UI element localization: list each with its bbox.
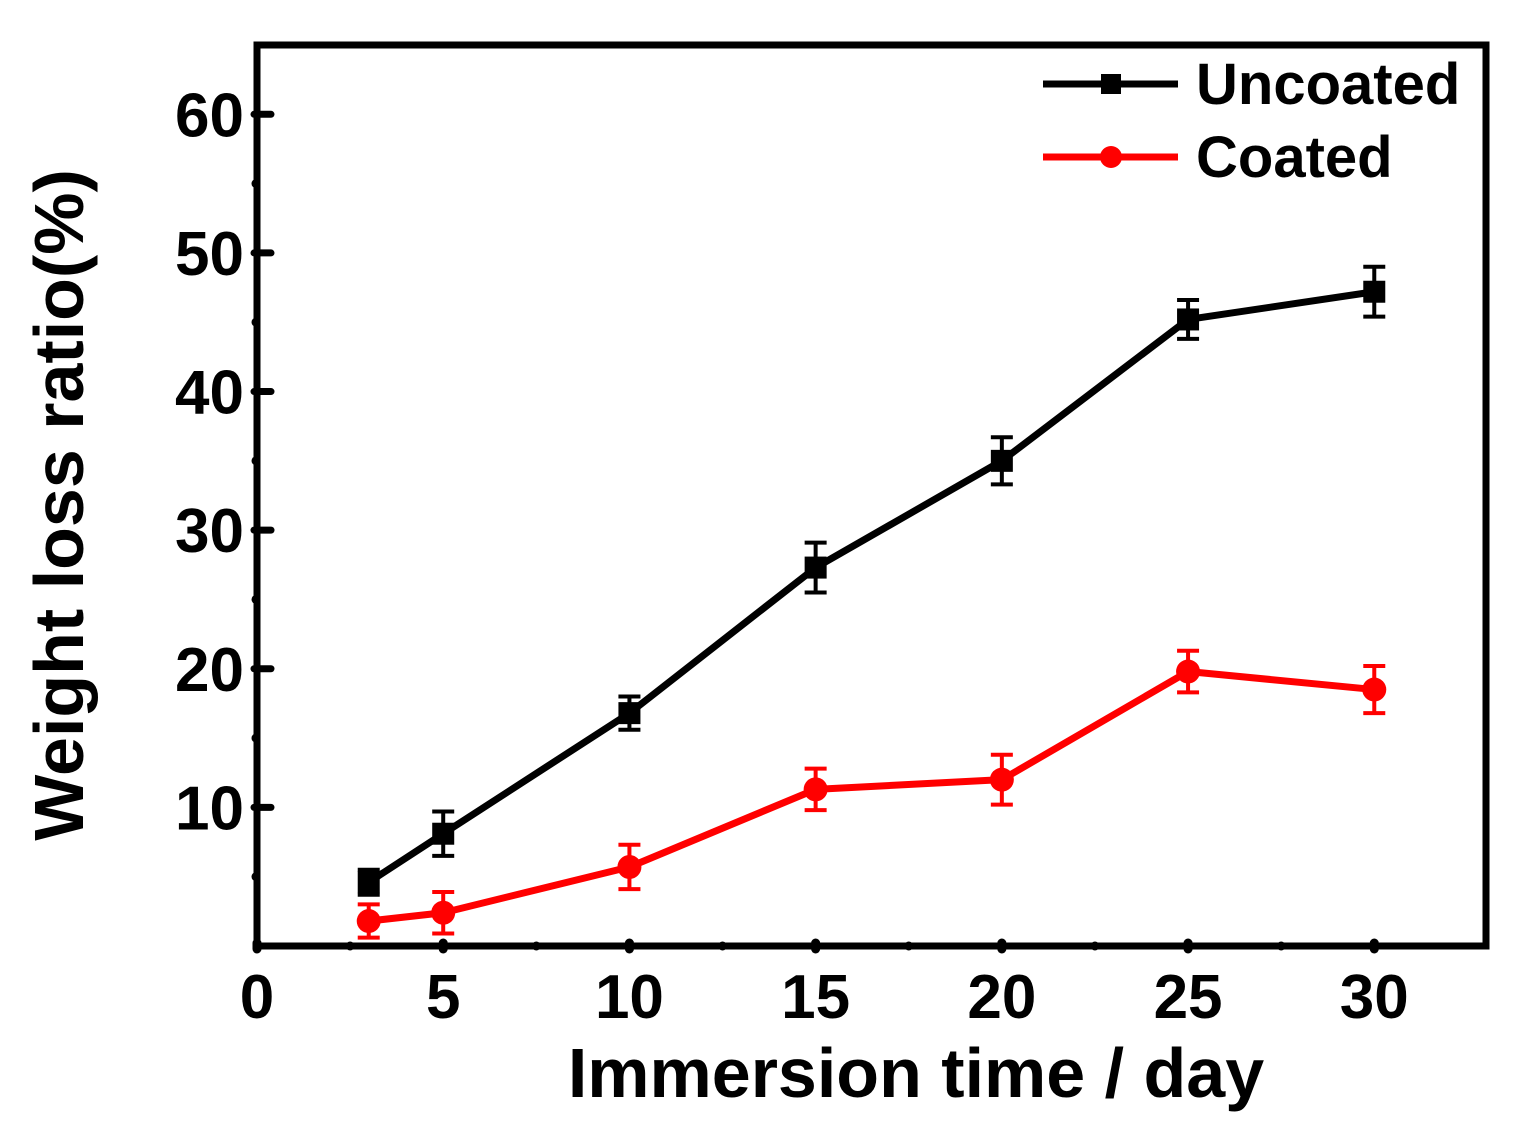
series-line-coated [368, 668, 1375, 925]
series-line-uncoated [366, 288, 1375, 886]
data-point-uncoated [1363, 280, 1386, 303]
plot-frame [253, 41, 1490, 950]
y-tick-label: 50 [175, 220, 244, 289]
data-point-uncoated [432, 822, 455, 845]
legend-marker-uncoated [1101, 74, 1121, 94]
label-layer: 0 5 10 15 20 25 30 10 20 30 40 50 60 [175, 81, 1409, 1032]
data-point-coated [803, 777, 828, 802]
x-tick-label: 5 [426, 963, 460, 1032]
data-layer [356, 264, 1387, 940]
data-point-uncoated [1177, 308, 1200, 331]
y-axis-title: Weight loss ratio(%) [20, 169, 98, 841]
data-point-uncoated [357, 871, 380, 894]
x-tick-label: 25 [1154, 963, 1223, 1032]
data-point-uncoated [990, 449, 1013, 472]
legend-marker-coated [1100, 146, 1122, 168]
x-tick-label: 20 [967, 963, 1036, 1032]
legend-label-coated: Coated [1196, 125, 1393, 190]
y-tick-label: 20 [175, 636, 244, 705]
x-tick-label: 30 [1340, 963, 1409, 1032]
x-axis-title: Immersion time / day [568, 1034, 1264, 1112]
y-tick-label: 40 [175, 359, 244, 428]
x-tick-label: 0 [240, 963, 274, 1032]
data-point-coated [989, 767, 1014, 792]
data-point-coated [356, 909, 381, 934]
data-point-coated [431, 900, 456, 925]
legend-label-uncoated: Uncoated [1196, 52, 1460, 117]
y-tick-label: 30 [175, 497, 244, 566]
y-tick-label: 10 [175, 774, 244, 843]
tick-layer [250, 110, 1379, 954]
x-tick-label: 10 [595, 963, 664, 1032]
data-point-coated [1362, 677, 1387, 702]
data-point-coated [1176, 659, 1201, 684]
y-tick-label: 60 [175, 81, 244, 150]
legend: Uncoated Coated [1043, 52, 1460, 190]
data-point-uncoated [804, 556, 827, 579]
x-tick-label: 15 [781, 963, 850, 1032]
data-point-coated [617, 854, 642, 879]
data-point-uncoated [618, 702, 641, 725]
